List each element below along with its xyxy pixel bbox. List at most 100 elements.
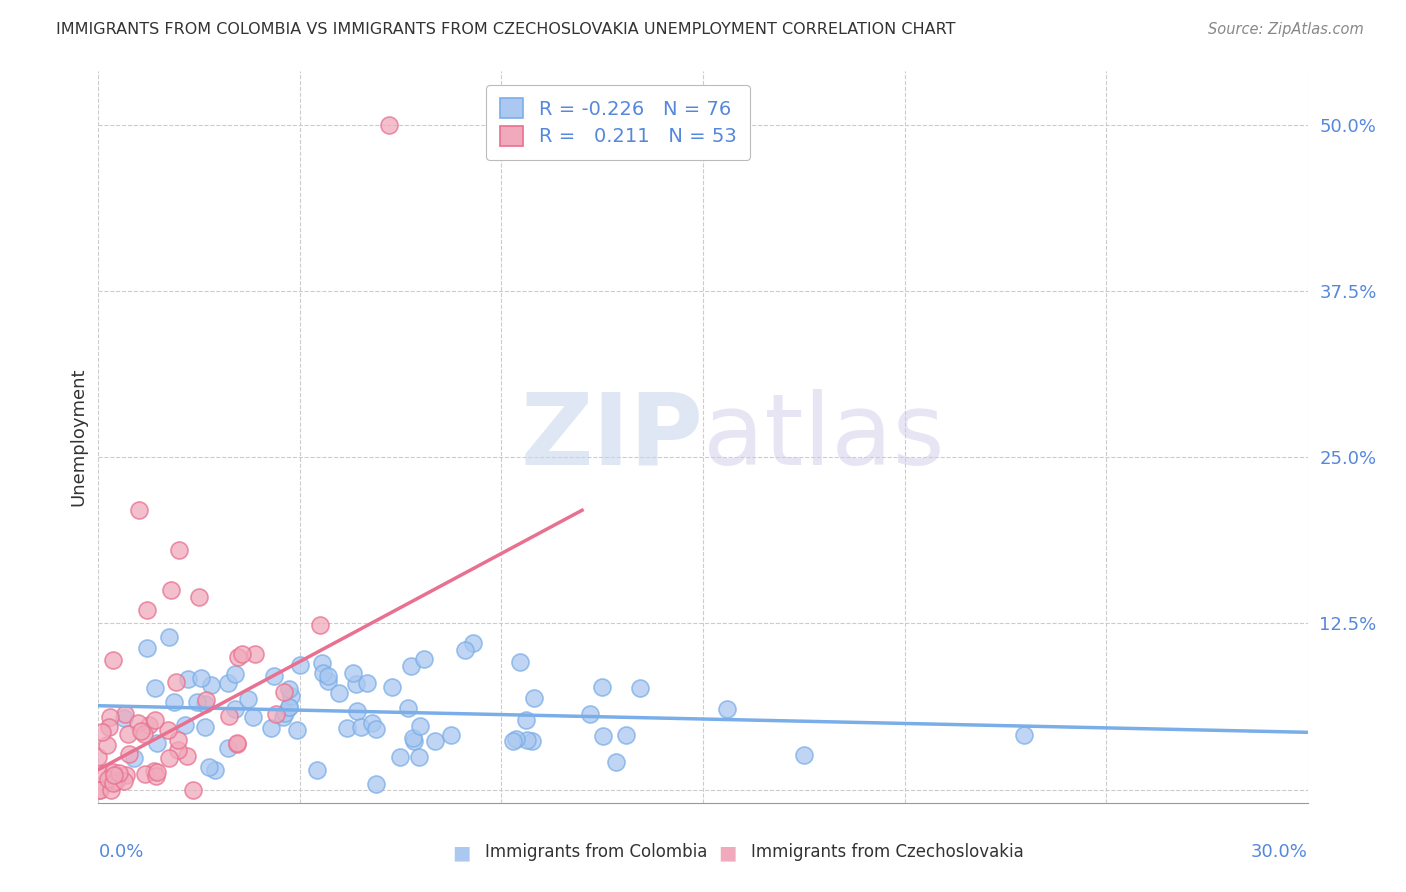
Point [350, 720, 373, 734]
Point [318, 669, 340, 683]
Point [614, 728, 637, 742]
Point [117, 727, 139, 741]
Point [226, 650, 249, 665]
Point [440, 727, 463, 741]
Point [143, 714, 166, 728]
Point [260, 721, 283, 735]
Point [226, 736, 249, 750]
Point [502, 734, 524, 748]
Point [316, 674, 339, 689]
Point [579, 707, 602, 722]
Text: Immigrants from Czechoslovakia: Immigrants from Czechoslovakia [751, 843, 1024, 861]
Point [342, 666, 364, 681]
Point [174, 718, 197, 732]
Point [231, 647, 253, 661]
Text: 30.0%: 30.0% [1251, 843, 1308, 861]
Point [204, 764, 226, 778]
Point [793, 747, 815, 762]
Point [408, 750, 430, 764]
Point [160, 582, 183, 597]
Point [311, 656, 333, 670]
Point [278, 700, 301, 714]
Point [143, 681, 166, 695]
Text: ZIP: ZIP [520, 389, 703, 485]
Point [167, 733, 190, 747]
Point [224, 702, 246, 716]
Point [312, 665, 335, 680]
Point [98, 710, 121, 724]
Point [132, 727, 155, 741]
Point [344, 677, 367, 691]
Text: ■: ■ [451, 843, 471, 862]
Point [114, 707, 136, 722]
Point [157, 631, 180, 645]
Point [118, 747, 141, 761]
Point [103, 768, 125, 782]
Point [103, 653, 125, 667]
Point [167, 742, 190, 756]
Point [522, 734, 544, 748]
Point [628, 681, 651, 695]
Point [309, 617, 332, 632]
Point [226, 737, 249, 751]
Point [402, 733, 425, 747]
Point [127, 716, 149, 731]
Point [87, 750, 110, 764]
Point [128, 503, 150, 517]
Point [271, 709, 294, 723]
Point [280, 689, 302, 703]
Point [146, 736, 169, 750]
Point [157, 751, 180, 765]
Point [516, 733, 538, 747]
Text: atlas: atlas [703, 389, 945, 485]
Point [146, 764, 169, 779]
Point [361, 716, 384, 731]
Point [346, 704, 368, 718]
Point [112, 773, 135, 788]
Point [336, 721, 359, 735]
Point [264, 707, 287, 722]
Point [364, 777, 387, 791]
Point [112, 711, 135, 725]
Point [122, 751, 145, 765]
Point [288, 657, 311, 672]
Point [176, 673, 198, 687]
Point [716, 702, 738, 716]
Point [236, 692, 259, 706]
Point [115, 768, 138, 782]
Point [366, 722, 388, 736]
Point [389, 750, 412, 764]
Point [134, 766, 156, 780]
Point [101, 764, 124, 779]
Point [101, 776, 124, 790]
Point [200, 678, 222, 692]
Text: ■: ■ [718, 843, 737, 862]
Point [505, 731, 527, 746]
Point [591, 680, 613, 694]
Legend: R = -0.226   N = 76, R =   0.211   N = 53: R = -0.226 N = 76, R = 0.211 N = 53 [486, 85, 751, 160]
Point [142, 764, 165, 778]
Point [87, 782, 110, 797]
Point [243, 647, 266, 661]
Point [186, 696, 208, 710]
Point [108, 766, 131, 780]
Point [402, 731, 425, 745]
Point [197, 760, 219, 774]
Point [273, 684, 295, 698]
Point [104, 774, 127, 789]
Point [90, 724, 112, 739]
Point [509, 655, 531, 669]
Point [377, 118, 399, 132]
Point [461, 636, 484, 650]
Point [135, 603, 157, 617]
Point [356, 676, 378, 690]
Point [96, 738, 118, 752]
Point [396, 701, 419, 715]
Point [523, 691, 546, 706]
Point [242, 710, 264, 724]
Point [167, 543, 190, 558]
Point [399, 658, 422, 673]
Point [145, 769, 167, 783]
Point [307, 764, 329, 778]
Point [454, 643, 477, 657]
